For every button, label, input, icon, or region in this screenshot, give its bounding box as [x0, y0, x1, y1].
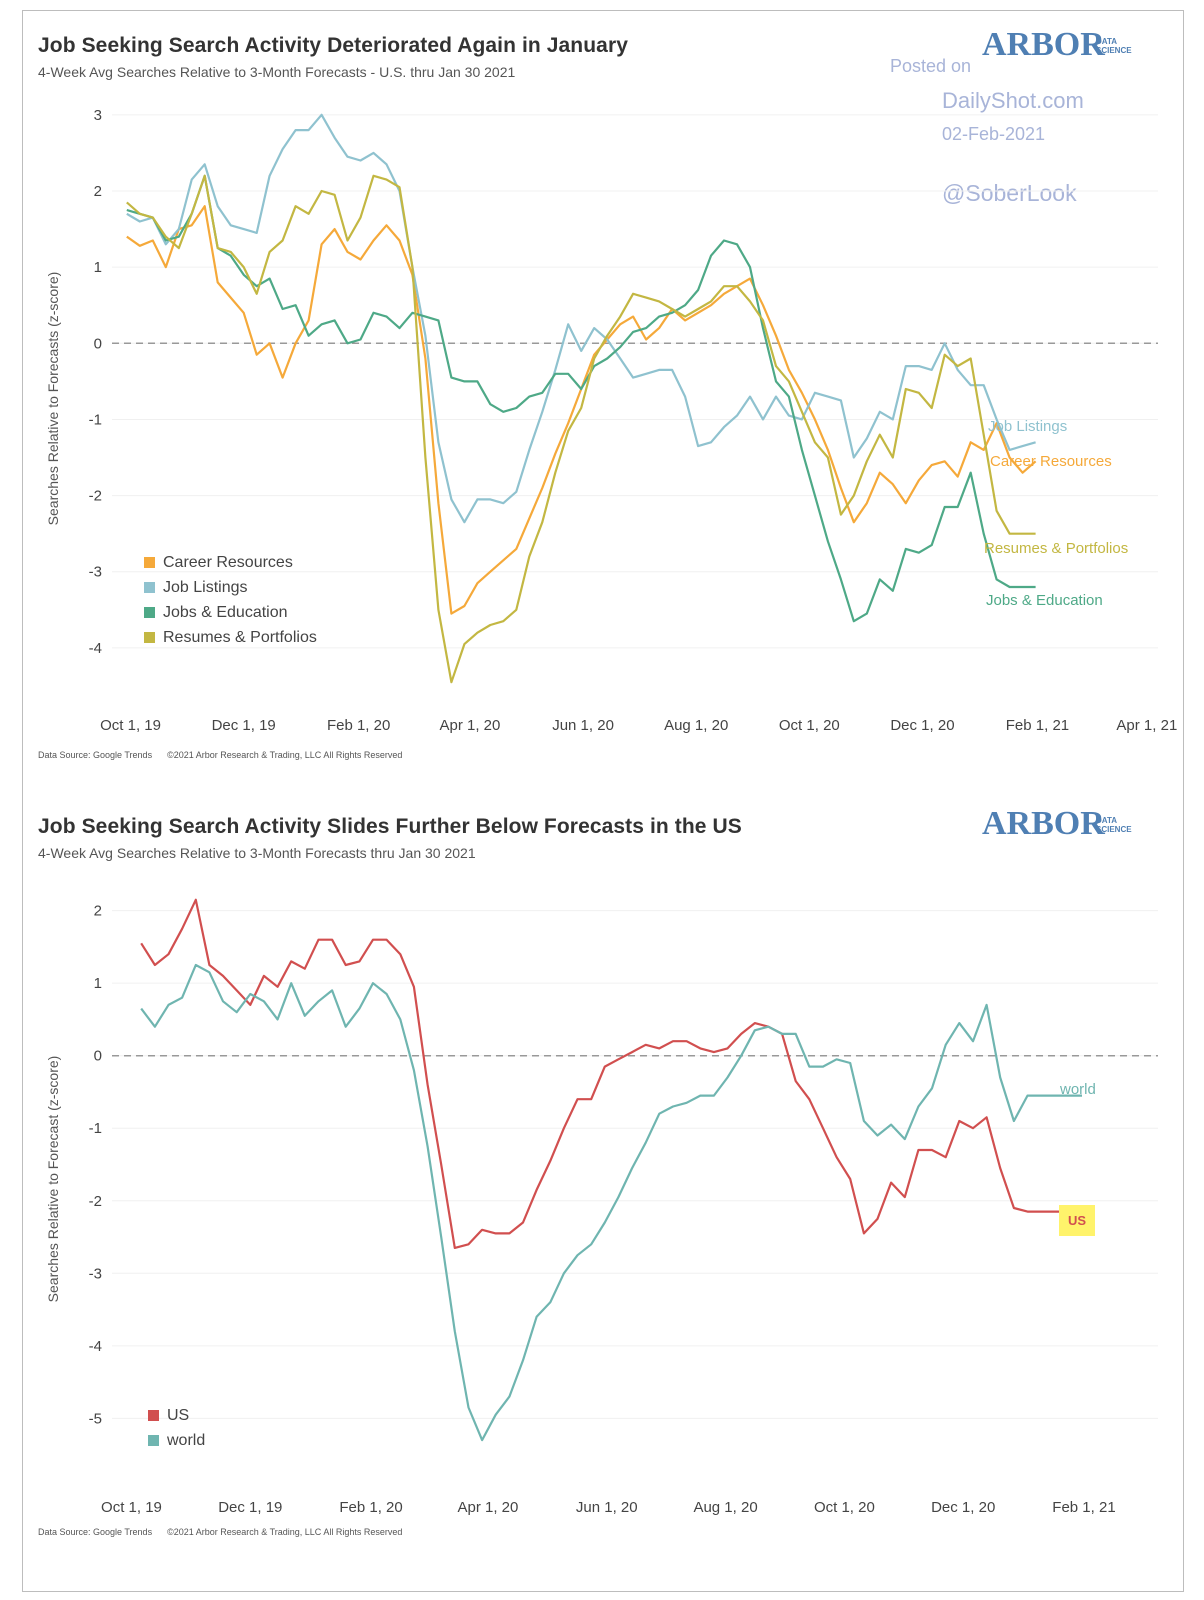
chart1-subtitle: 4-Week Avg Searches Relative to 3-Month …: [38, 64, 516, 80]
y-tick-label: 0: [94, 1048, 102, 1065]
y-tick-label: 1: [94, 259, 102, 276]
y-tick-label: 2: [94, 183, 102, 200]
legend-swatch: [144, 632, 155, 643]
x-tick-label: Dec 1, 20: [931, 1499, 995, 1516]
chart1-title: Job Seeking Search Activity Deteriorated…: [38, 34, 628, 57]
arbor-logo-tagline: DATA SCIENCE: [1096, 816, 1132, 834]
series-end-label-world: world: [1059, 1081, 1096, 1098]
y-tick-label: -2: [89, 1193, 102, 1210]
watermark-handle: @SoberLook: [942, 180, 1077, 206]
legend-item-jobs-education: Jobs & Education: [144, 600, 317, 625]
x-tick-label: Oct 1, 19: [101, 1499, 162, 1516]
y-tick-label: -2: [89, 488, 102, 505]
series-end-label-resumes-portfolios: Resumes & Portfolios: [984, 540, 1128, 557]
x-tick-label: Dec 1, 19: [218, 1499, 282, 1516]
x-tick-label: Feb 1, 21: [1052, 1499, 1115, 1516]
chart1-footer: Data Source: Google Trends ©2021 Arbor R…: [38, 750, 403, 760]
y-tick-label: -1: [89, 1120, 102, 1137]
legend-item-us: US: [148, 1403, 205, 1428]
arbor-logo-tagline: DATA SCIENCE: [1096, 37, 1132, 55]
arbor-logo-2: ARBOR DATA SCIENCE: [982, 805, 1132, 843]
chart1-legend: Career Resources Job Listings Jobs & Edu…: [144, 550, 317, 650]
legend-swatch: [144, 607, 155, 618]
y-tick-label: 0: [94, 335, 102, 352]
x-tick-label: Apr 1, 20: [457, 1499, 518, 1516]
y-tick-label: 1: [94, 975, 102, 992]
series-end-label-job-listings: Job Listings: [988, 418, 1067, 435]
legend-item-resumes-portfolios: Resumes & Portfolios: [144, 625, 317, 650]
y-tick-label: -4: [89, 640, 102, 657]
series-line-jobs-education: [126, 174, 1036, 623]
y-tick-label: -1: [89, 411, 102, 428]
legend-item-world: world: [148, 1428, 205, 1453]
x-tick-label: Apr 1, 20: [440, 717, 501, 734]
x-tick-label: Jun 1, 20: [576, 1499, 638, 1516]
chart2-title: Job Seeking Search Activity Slides Furth…: [38, 815, 742, 838]
y-tick-label: 3: [94, 107, 102, 124]
chart1-plot: 3 2 1 0 -1 -2 -3 -4 Oct 1, 19 Dec 1, 19 Feb 1, 20 A…: [45, 107, 1177, 734]
x-tick-label: Oct 1, 19: [100, 717, 161, 734]
arbor-logo-1: ARBOR DATA SCIENCE: [982, 26, 1132, 64]
x-tick-label: Apr 1, 21: [1116, 717, 1177, 734]
watermark-posted-on: Posted on: [890, 56, 972, 76]
chart2-subtitle: 4-Week Avg Searches Relative to 3-Month …: [38, 845, 476, 861]
chart2-footer: Data Source: Google Trends ©2021 Arbor R…: [38, 1527, 403, 1537]
series-end-label-career-resources: Career Resources: [990, 453, 1112, 470]
y-tick-label: -3: [89, 1265, 102, 1282]
legend-swatch: [144, 582, 155, 593]
legend-swatch: [148, 1435, 159, 1446]
y-axis-label: Searches Relative to Forecast (z-score): [45, 1056, 61, 1303]
arbor-logo-text: ARBOR: [982, 26, 1105, 63]
x-tick-label: Oct 1, 20: [779, 717, 840, 734]
series-end-label-jobs-education: Jobs & Education: [986, 592, 1103, 609]
x-tick-label: Aug 1, 20: [693, 1499, 757, 1516]
y-tick-label: -3: [89, 564, 102, 581]
x-tick-label: Feb 1, 20: [327, 717, 390, 734]
arbor-logo-text: ARBOR: [982, 805, 1105, 842]
y-tick-label: -4: [89, 1338, 102, 1355]
x-tick-label: Jun 1, 20: [552, 717, 614, 734]
legend-swatch: [148, 1410, 159, 1421]
series-end-label-us: US: [1068, 1213, 1086, 1228]
y-tick-label: -5: [89, 1410, 102, 1427]
y-tick-label: 2: [94, 903, 102, 920]
x-tick-label: Dec 1, 19: [212, 717, 276, 734]
watermark-site: DailyShot.com: [942, 88, 1084, 113]
legend-swatch: [144, 557, 155, 568]
x-tick-label: Feb 1, 21: [1006, 717, 1069, 734]
series-line-job-listings: [126, 113, 1036, 524]
series-line-us: [140, 898, 1082, 1250]
series-line-resumes-portfolios: [126, 174, 1036, 684]
x-tick-label: Dec 1, 20: [890, 717, 954, 734]
x-tick-label: Oct 1, 20: [814, 1499, 875, 1516]
us-label-highlight: [1059, 1205, 1095, 1236]
series-line-world: [140, 963, 1082, 1442]
watermark-date: 02-Feb-2021: [942, 124, 1046, 144]
x-tick-label: Aug 1, 20: [664, 717, 728, 734]
x-tick-label: Feb 1, 20: [339, 1499, 402, 1516]
chart2-legend: US world: [148, 1403, 205, 1453]
legend-item-career-resources: Career Resources: [144, 550, 317, 575]
legend-item-job-listings: Job Listings: [144, 575, 317, 600]
y-axis-label: Searches Relative to Forecasts (z-score): [45, 272, 61, 526]
